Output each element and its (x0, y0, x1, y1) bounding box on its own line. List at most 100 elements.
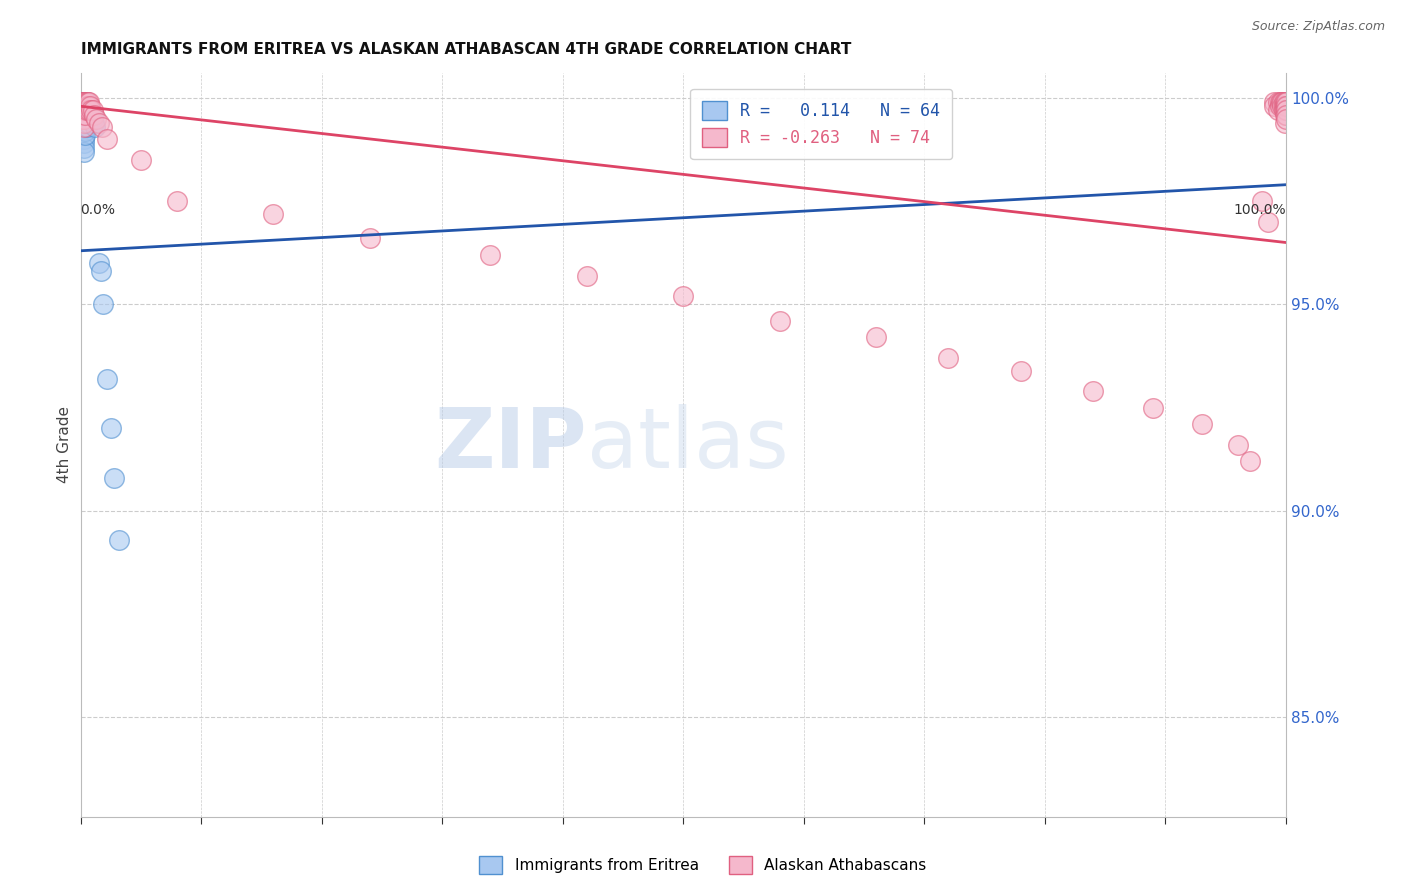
Point (1272, 99, 1295, 113)
Point (73, 103, 96, 118)
Point (79, 107, 101, 121)
Point (72, 116, 94, 130)
Point (262, 206, 284, 220)
Point (73, 107, 96, 121)
Point (1274, 99, 1296, 113)
Point (672, 289, 695, 303)
Point (1272, 95, 1295, 109)
Point (76, 99, 98, 113)
Point (72, 107, 94, 121)
Point (82, 107, 104, 121)
Point (1272, 103, 1295, 118)
Point (73, 116, 96, 130)
Point (87, 116, 110, 130)
Point (84, 120, 107, 134)
Point (1268, 95, 1291, 109)
Text: atlas: atlas (586, 404, 789, 485)
Point (77, 107, 100, 121)
Point (72, 99, 94, 113)
Point (1274, 116, 1296, 130)
Point (77, 103, 100, 118)
Point (83, 116, 105, 130)
Point (1275, 107, 1298, 121)
Point (70, 103, 93, 118)
Point (1270, 95, 1292, 109)
Point (76, 107, 98, 121)
Point (80, 107, 103, 121)
Point (73, 120, 96, 134)
Point (72, 112, 94, 126)
Point (575, 268, 598, 283)
Point (76, 99, 98, 113)
Point (70, 103, 93, 118)
Point (75, 112, 97, 126)
Legend: Immigrants from Eritrea, Alaskan Athabascans: Immigrants from Eritrea, Alaskan Athabas… (474, 850, 932, 880)
Point (938, 351, 960, 366)
Point (91, 120, 114, 134)
Text: 100.0%: 100.0% (1233, 202, 1286, 217)
Point (77, 112, 100, 126)
Point (96, 372, 118, 386)
Point (73, 112, 96, 126)
Point (479, 248, 502, 262)
Point (72, 103, 94, 118)
Point (75, 107, 97, 121)
Point (1274, 107, 1296, 121)
Point (1226, 438, 1249, 452)
Point (77, 103, 100, 118)
Legend: R =   0.114   N = 64, R = -0.263   N = 74: R = 0.114 N = 64, R = -0.263 N = 74 (690, 89, 952, 159)
Point (76, 116, 98, 130)
Point (72, 112, 94, 126)
Point (76, 95, 98, 109)
Point (70, 99, 93, 113)
Point (1275, 112, 1298, 126)
Point (76, 103, 98, 118)
Point (129, 153, 152, 167)
Point (76, 103, 98, 118)
Point (77, 95, 100, 109)
Point (100, 421, 122, 435)
Point (80, 103, 103, 118)
Point (76, 120, 98, 134)
Point (1267, 103, 1289, 118)
Point (73, 132, 96, 146)
Point (75, 103, 97, 118)
Point (70, 95, 93, 109)
Point (1274, 103, 1296, 118)
Point (76, 99, 98, 113)
Point (76, 116, 98, 130)
Point (72, 103, 94, 118)
Point (75, 116, 97, 130)
Point (87, 256, 110, 270)
Point (73, 120, 96, 134)
Point (76, 107, 98, 121)
Point (73, 107, 96, 121)
Point (1271, 95, 1294, 109)
Text: 0.0%: 0.0% (80, 202, 115, 217)
Point (75, 103, 97, 118)
Point (73, 140, 96, 154)
Point (76, 112, 98, 126)
Point (73, 99, 96, 113)
Point (75, 95, 97, 109)
Point (769, 314, 792, 328)
Point (70, 107, 93, 121)
Point (1274, 95, 1296, 109)
Point (70, 95, 93, 109)
Point (108, 533, 131, 547)
Point (76, 112, 98, 126)
Point (72, 120, 94, 134)
Point (75, 95, 97, 109)
Text: ZIP: ZIP (434, 404, 586, 485)
Point (73, 116, 96, 130)
Point (75, 99, 97, 113)
Point (72, 124, 94, 138)
Point (1275, 103, 1298, 118)
Point (1275, 95, 1298, 109)
Point (75, 107, 97, 121)
Point (72, 95, 94, 109)
Point (73, 99, 96, 113)
Point (76, 103, 98, 118)
Point (96, 132, 118, 146)
Point (79, 103, 101, 118)
